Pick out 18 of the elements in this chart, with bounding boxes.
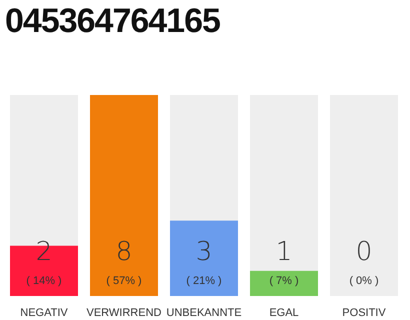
data-label: 8: [116, 237, 132, 267]
bar: [90, 95, 158, 296]
x-tick-label: NEGATIV: [20, 307, 68, 319]
data-label: 3: [196, 237, 212, 267]
x-tick-label: UNBEKANNTE: [166, 307, 242, 319]
data-label: 1: [276, 237, 292, 267]
annotation: ( 0% ): [349, 275, 379, 287]
bar: [250, 270, 318, 296]
annotation: ( 21% ): [186, 275, 222, 287]
x-tick-label: VERWIRREND: [86, 307, 162, 319]
annotation: ( 57% ): [106, 275, 142, 287]
x-tick-label: EGAL: [269, 307, 299, 319]
annotation: ( 14% ): [26, 275, 62, 287]
annotation: ( 7% ): [269, 275, 299, 287]
data-label: 0: [356, 237, 372, 267]
data-label: 2: [36, 237, 52, 267]
chart-title: 045364764165: [5, 2, 220, 41]
x-tick-label: POSITIV: [342, 307, 386, 319]
